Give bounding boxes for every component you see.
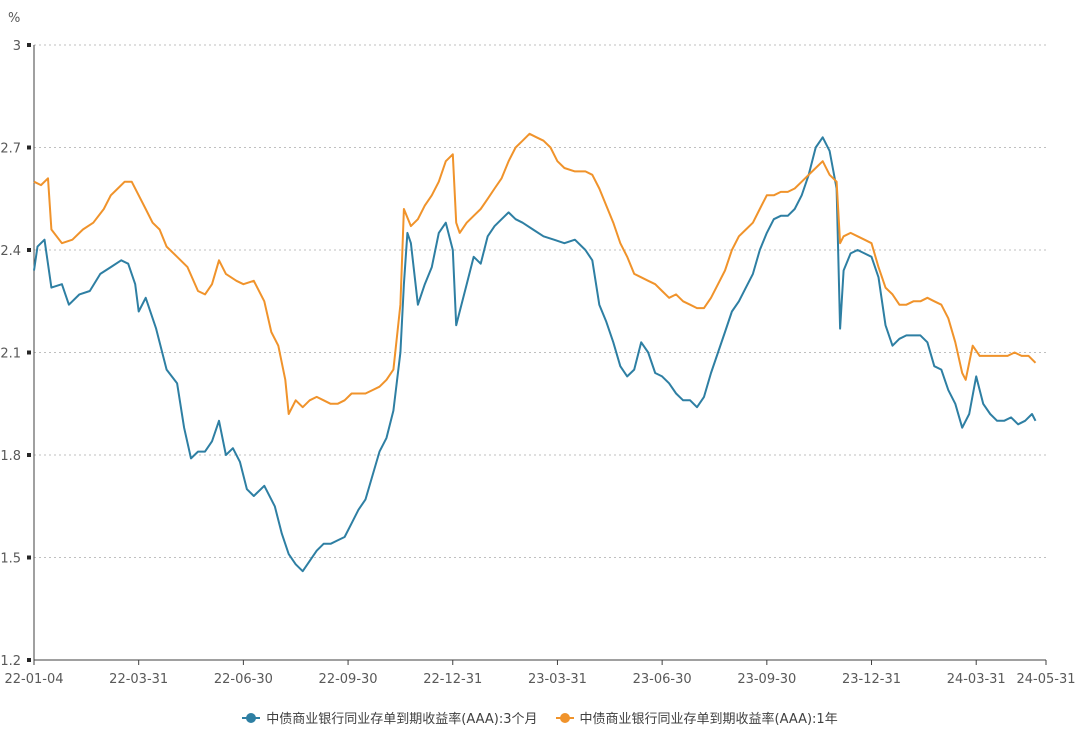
legend-item-3m[interactable]: 中债商业银行同业存单到期收益率(AAA):3个月: [242, 708, 538, 727]
y-tick-mark: [27, 145, 31, 150]
line-chart: % 1.21.51.82.12.42.73 22-01-04 22-03-31 22…: [0, 11, 1076, 687]
x-tick-label: 22-12-31: [423, 672, 482, 687]
y-tick-label: 2.1: [0, 347, 21, 362]
x-tick-label: 22-06-30: [214, 672, 273, 687]
y-tick-mark: [27, 658, 31, 662]
y-tick-label: 2.4: [0, 244, 21, 259]
legend: 中债商业银行同业存单到期收益率(AAA):3个月 中债商业银行同业存单到期收益率…: [0, 708, 1080, 727]
y-axis-unit-label: %: [8, 11, 20, 26]
y-tick-label: 2.7: [0, 142, 21, 157]
series-line-3m: [33, 136, 1037, 573]
legend-swatch-1y: [555, 712, 574, 724]
y-tick-label: 1.5: [0, 552, 21, 567]
x-tick-label: 22-09-30: [319, 672, 378, 687]
y-tick-mark: [27, 453, 31, 457]
x-tick-label: 23-06-30: [633, 672, 692, 687]
y-tick-mark: [27, 248, 31, 252]
y-tick-label: 3: [13, 39, 21, 54]
x-tick-label: 22-03-31: [109, 672, 168, 687]
y-tick-mark: [27, 43, 31, 47]
y-tick-label: 1.8: [0, 449, 21, 464]
x-axis: 22-01-04 22-03-31 22-06-30 22-09-30 22-12-31…: [4, 659, 1076, 687]
x-tick-label: 23-12-31: [842, 672, 901, 687]
x-tick-label: 23-09-30: [737, 672, 796, 687]
y-tick-label: 1.2: [0, 654, 21, 669]
x-tick-label: 24-03-31: [947, 672, 1006, 687]
gridlines: [34, 44, 1046, 558]
series-lines: [33, 132, 1037, 573]
legend-label-1y: 中债商业银行同业存单到期收益率(AAA):1年: [579, 712, 838, 727]
legend-label-3m: 中债商业银行同业存单到期收益率(AAA):3个月: [266, 712, 538, 727]
y-tick-mark: [27, 555, 31, 560]
y-tick-mark: [27, 350, 31, 355]
legend-swatch-3m: [242, 712, 261, 724]
legend-item-1y[interactable]: 中债商业银行同业存单到期收益率(AAA):1年: [555, 708, 838, 727]
x-tick-label: 24-05-31: [1016, 672, 1075, 687]
series-line-1y: [33, 132, 1037, 415]
y-axis: 1.2 1.5 1.8 2.1 2.4 2.7 3: [0, 39, 35, 669]
x-tick-label: 23-03-31: [528, 672, 587, 687]
x-tick-label: 22-01-04: [4, 672, 63, 687]
